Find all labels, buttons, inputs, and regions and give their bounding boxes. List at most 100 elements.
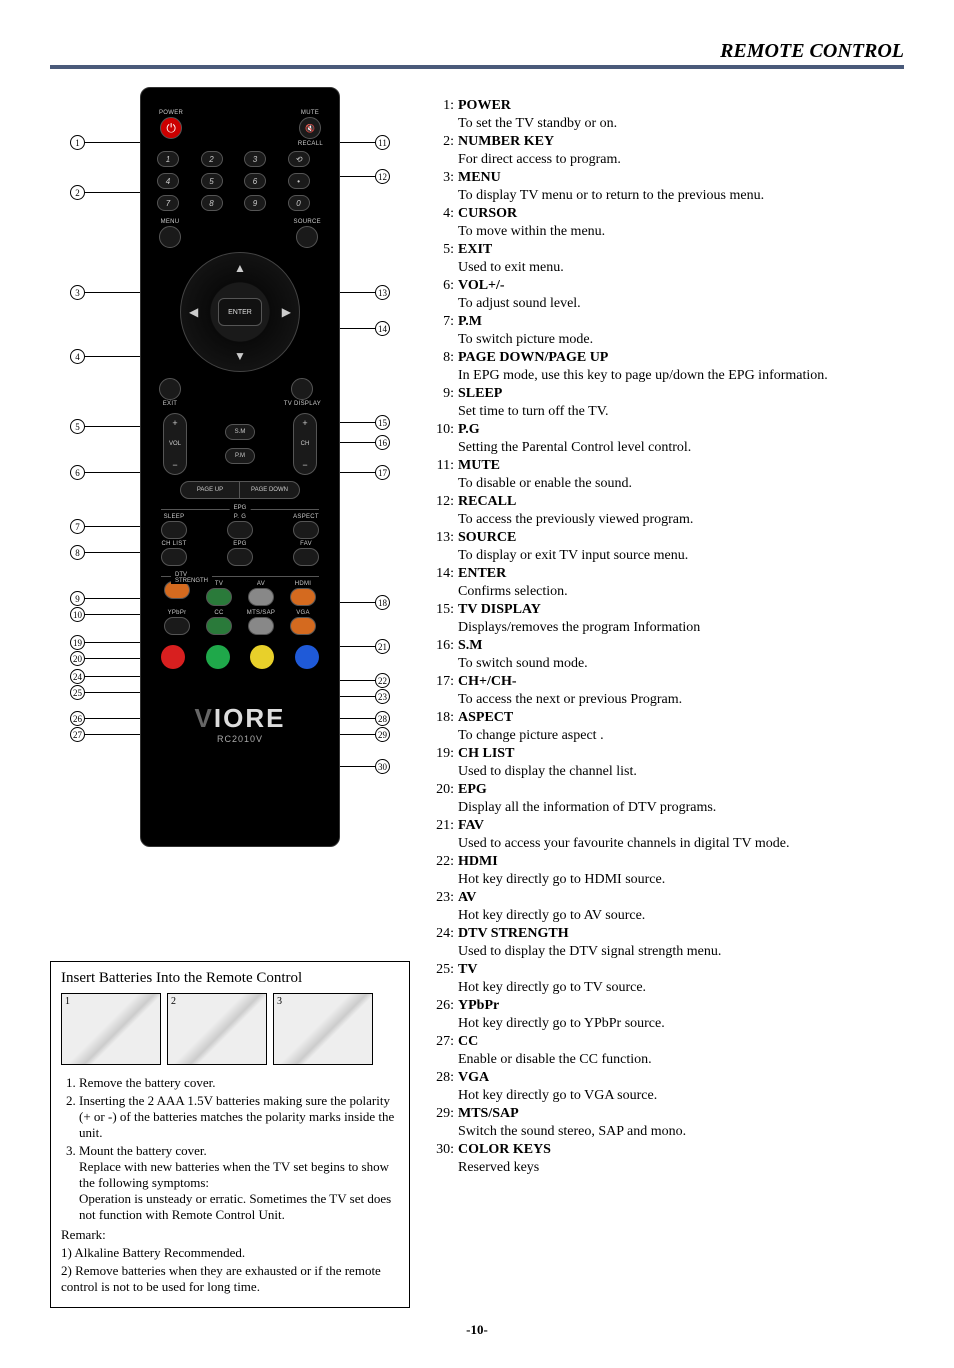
mts-sap-button[interactable] — [248, 617, 274, 635]
description-text: To move within the menu. — [458, 224, 605, 239]
description-text: Switch the sound stereo, SAP and mono. — [458, 1124, 686, 1139]
callout-circle: 21 — [375, 639, 390, 654]
description-text: Hot key directly go to VGA source. — [458, 1088, 657, 1103]
num-7[interactable]: 7 — [157, 195, 179, 211]
cc-button[interactable] — [206, 617, 232, 635]
page-down-button[interactable]: PAGE DOWN — [240, 481, 300, 499]
num-3[interactable]: 3 — [244, 151, 266, 167]
callout-leader — [85, 718, 140, 719]
callout-circle: 13 — [375, 285, 390, 300]
num-9[interactable]: 9 — [244, 195, 266, 211]
description-item: 13:SOURCETo display or exit TV input sou… — [430, 529, 904, 564]
vga-button[interactable] — [290, 617, 316, 635]
description-title: POWER — [458, 98, 511, 113]
sleep-button[interactable] — [161, 521, 187, 539]
sm-button[interactable]: S.M — [225, 424, 255, 440]
description-text: Enable or disable the CC function. — [458, 1052, 652, 1067]
ypbpr-button[interactable] — [164, 617, 190, 635]
epg-button[interactable] — [227, 548, 253, 566]
av-button[interactable] — [248, 588, 274, 606]
hdmi-button[interactable] — [290, 588, 316, 606]
tv-display-button[interactable] — [291, 378, 313, 400]
color-yellow-button[interactable] — [250, 645, 274, 669]
remote-diagram-wrap: 1234567891019202425262711121314151617182… — [50, 87, 410, 957]
description-text: Setting the Parental Control level contr… — [458, 440, 691, 455]
remark-label: Remark: — [61, 1227, 399, 1243]
description-item: 26:YPbPr Hot key directly go to YPbPr so… — [430, 997, 904, 1032]
color-green-button[interactable] — [206, 645, 230, 669]
page-number: -10- — [50, 1322, 904, 1338]
description-item: 18:ASPECTTo change picture aspect . — [430, 709, 904, 744]
description-text: To switch picture mode. — [458, 332, 593, 347]
description-title: VGA — [458, 1070, 489, 1085]
description-number: 14: — [430, 565, 458, 600]
color-red-button[interactable] — [161, 645, 185, 669]
callout-circle: 23 — [375, 689, 390, 704]
recall-button[interactable]: ⟲ — [288, 151, 310, 167]
num-8[interactable]: 8 — [201, 195, 223, 211]
description-number: 10: — [430, 421, 458, 456]
description-text: Display all the information of DTV progr… — [458, 800, 716, 815]
description-title: CURSOR — [458, 206, 517, 221]
tv-display-label: TV DISPLAY — [284, 401, 321, 407]
page-up-button[interactable]: PAGE UP — [180, 481, 240, 499]
num-2[interactable]: 2 — [201, 151, 223, 167]
description-text: To disable or enable the sound. — [458, 476, 632, 491]
callout-leader — [85, 472, 140, 473]
enter-button[interactable]: ENTER — [218, 298, 262, 326]
num-5[interactable]: 5 — [201, 173, 223, 189]
exit-button[interactable] — [159, 378, 181, 400]
description-item: 16:S.MTo switch sound mode. — [430, 637, 904, 672]
remark-note: 2) Remove batteries when they are exhaus… — [61, 1263, 399, 1295]
description-item: 29:MTS/SAP Switch the sound stereo, SAP … — [430, 1105, 904, 1140]
mute-button[interactable]: 🔇 — [299, 117, 321, 139]
num-6[interactable]: 6 — [244, 173, 266, 189]
callout-leader — [85, 676, 140, 677]
description-number: 27: — [430, 1033, 458, 1068]
cursor-up[interactable]: ▲ — [234, 261, 246, 275]
dash-button[interactable]: • — [288, 173, 310, 189]
menu-button[interactable] — [159, 226, 181, 248]
description-title: EPG — [458, 782, 487, 797]
epg-group-label: EPG — [230, 505, 251, 511]
color-blue-button[interactable] — [295, 645, 319, 669]
descriptions-column: 1:POWERTo set the TV standby or on.2:NUM… — [430, 87, 904, 1308]
description-item: 10:P.GSetting the Parental Control level… — [430, 421, 904, 456]
cursor-left[interactable]: ◀ — [189, 305, 198, 319]
power-button[interactable]: ⏻ — [160, 117, 182, 139]
cursor-right[interactable]: ▶ — [282, 305, 291, 319]
description-text: To access the next or previous Program. — [458, 692, 682, 707]
description-title: DTV STRENGTH — [458, 926, 569, 941]
description-number: 11: — [430, 457, 458, 492]
num-1[interactable]: 1 — [157, 151, 179, 167]
callout-circle: 28 — [375, 711, 390, 726]
ch-rocker[interactable]: +CH− — [293, 413, 317, 475]
power-label: POWER — [159, 110, 183, 116]
battery-instruction-list: Remove the battery cover. Inserting the … — [61, 1075, 399, 1223]
cursor-down[interactable]: ▼ — [234, 349, 246, 363]
chlist-button[interactable] — [161, 548, 187, 566]
description-text: Used to exit menu. — [458, 260, 564, 275]
callout-circle: 6 — [70, 465, 85, 480]
callout-circle: 4 — [70, 349, 85, 364]
source-button[interactable] — [296, 226, 318, 248]
num-4[interactable]: 4 — [157, 173, 179, 189]
description-item: 15:TV DISPLAYDisplays/removes the progra… — [430, 601, 904, 636]
description-title: HDMI — [458, 854, 498, 869]
callout-circle: 26 — [70, 711, 85, 726]
tv-button[interactable] — [206, 588, 232, 606]
description-item: 5:EXITUsed to exit menu. — [430, 241, 904, 276]
vol-rocker[interactable]: +VOL− — [163, 413, 187, 475]
aspect-button[interactable] — [293, 521, 319, 539]
pm-button[interactable]: P.M — [225, 448, 255, 464]
description-item: 25:TVHot key directly go to TV source. — [430, 961, 904, 996]
fav-button[interactable] — [293, 548, 319, 566]
num-0[interactable]: 0 — [288, 195, 310, 211]
description-text: Set time to turn off the TV. — [458, 404, 609, 419]
description-item: 19:CH LISTUsed to display the channel li… — [430, 745, 904, 780]
description-item: 11:MUTETo disable or enable the sound. — [430, 457, 904, 492]
description-number: 28: — [430, 1069, 458, 1104]
pg-button[interactable] — [227, 521, 253, 539]
description-text: To display or exit TV input source menu. — [458, 548, 688, 563]
description-number: 3: — [430, 169, 458, 204]
